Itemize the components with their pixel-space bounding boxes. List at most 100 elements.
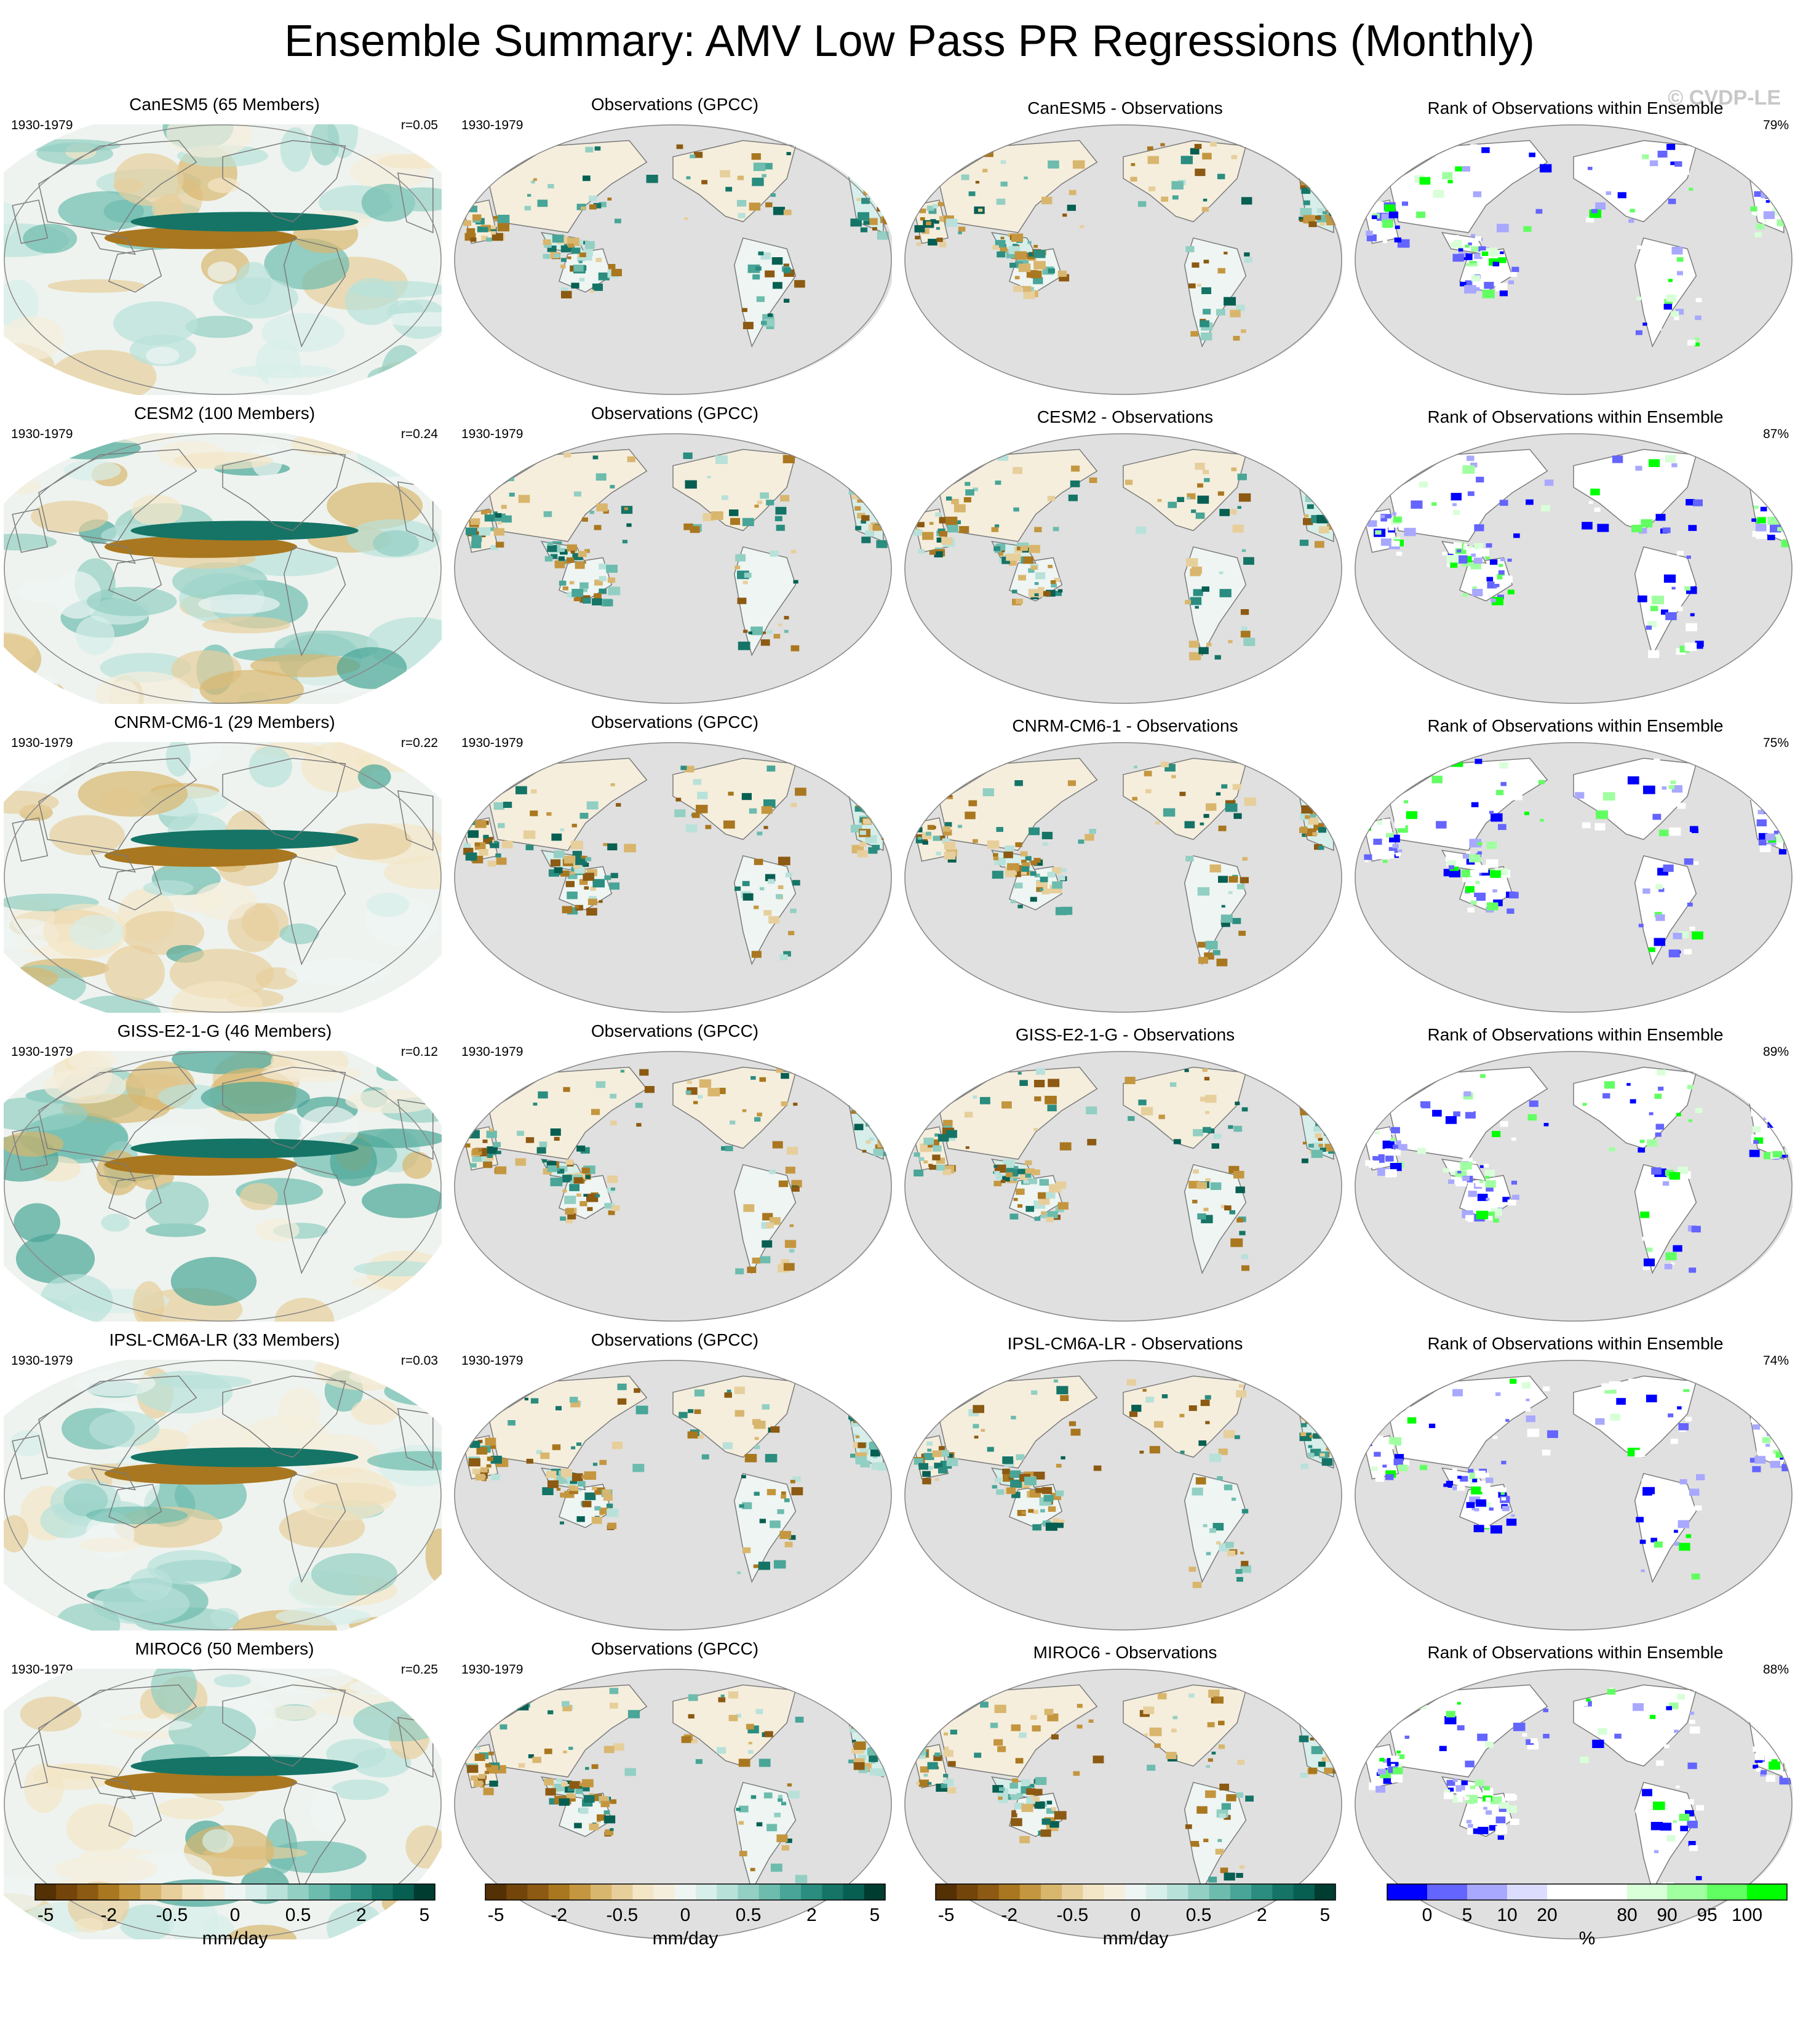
colorbar-swatch <box>1209 1884 1231 1900</box>
panel-title: Observations (GPCC) <box>591 1330 759 1349</box>
colorbar-swatch <box>98 1884 120 1900</box>
world-map <box>904 1051 1342 1322</box>
world-map <box>904 124 1342 395</box>
panel-title: Observations (GPCC) <box>591 713 759 732</box>
world-map <box>454 124 892 395</box>
colorbar-swatch <box>372 1884 394 1900</box>
colorbar-unit-label: % <box>1578 1928 1596 1949</box>
rank-percent: 75% <box>1762 736 1789 750</box>
world-map <box>454 742 892 1013</box>
map-panel-rank: Rank of Observations within Ensemble 87% <box>1351 401 1800 709</box>
colorbar-swatch <box>119 1884 141 1900</box>
world-map <box>1355 124 1793 395</box>
colorbar-swatch <box>351 1884 372 1900</box>
rank-percent: 79% <box>1762 118 1789 132</box>
colorbar-swatch <box>1230 1884 1252 1900</box>
colorbar-swatch <box>1188 1884 1210 1900</box>
colorbar-unit-label: mm/day <box>202 1928 268 1949</box>
colorbar-tick-label: 0 <box>1130 1905 1141 1925</box>
colorbar-tick-label: -2 <box>551 1905 568 1925</box>
pattern-correlation: r=0.03 <box>400 1354 438 1368</box>
colorbar-swatch <box>674 1884 696 1900</box>
colorbar-swatch <box>1387 1884 1428 1900</box>
colorbar-swatch <box>998 1884 1021 1900</box>
map-panel-rank: Rank of Observations within Ensemble 79% <box>1351 92 1800 400</box>
colorbar-swatch <box>35 1884 57 1900</box>
panel-title: MIROC6 - Observations <box>1033 1643 1217 1662</box>
colorbar-obs: -5 -2 -0.5 0 0.5 2 5 mm/day <box>482 1880 888 1954</box>
world-map <box>4 1360 442 1631</box>
colorbar-tick-label: 0 <box>1422 1905 1433 1925</box>
colorbar-swatch <box>56 1884 78 1900</box>
colorbar-swatch <box>1507 1884 1548 1900</box>
colorbar-swatch <box>392 1884 415 1900</box>
panel-title: IPSL-CM6A-LR - Observations <box>1007 1334 1243 1353</box>
colorbar-swatch <box>329 1884 351 1900</box>
colorbar-swatch <box>977 1884 1000 1900</box>
map-panel-model: GISS-E2-1-G (46 Members) 1930-1979 r=0.12 <box>0 1019 449 1327</box>
panel-title: Observations (GPCC) <box>591 1639 759 1658</box>
colorbar-model: -5 -2 -0.5 0 0.5 2 5 mm/day <box>32 1880 438 1954</box>
map-panel-obs: Observations (GPCC) 1930-1979 <box>450 92 899 400</box>
panel-title: CESM2 (100 Members) <box>133 404 316 423</box>
colorbar-swatch <box>758 1884 781 1900</box>
colorbar-swatch <box>182 1884 204 1900</box>
colorbar-tick-label: 80 <box>1617 1905 1638 1925</box>
figure-title: Ensemble Summary: AMV Low Pass PR Regres… <box>284 17 1535 66</box>
period-label: 1930-1979 <box>11 736 73 750</box>
map-panel-diff: CESM2 - Observations <box>901 401 1350 709</box>
colorbar-swatch <box>1747 1884 1788 1900</box>
colorbar-swatch <box>308 1884 330 1900</box>
colorbar-swatch <box>224 1884 246 1900</box>
colorbar-swatch <box>1146 1884 1168 1900</box>
colorbar-swatch <box>801 1884 822 1900</box>
colorbar-swatch <box>548 1884 570 1900</box>
colorbar-swatch <box>738 1884 760 1900</box>
colorbar-tick-label: 0 <box>680 1905 691 1925</box>
colorbar-swatch <box>1041 1884 1062 1900</box>
colorbar-tick-label: 10 <box>1497 1905 1518 1925</box>
period-label: 1930-1979 <box>461 1663 523 1677</box>
colorbar-swatch <box>632 1884 655 1900</box>
map-panel-rank: Rank of Observations within Ensemble 89% <box>1351 1019 1800 1327</box>
map-panel-diff: GISS-E2-1-G - Observations <box>901 1019 1350 1327</box>
colorbar-swatch <box>1062 1884 1083 1900</box>
colorbar-unit-label: mm/day <box>652 1928 718 1949</box>
colorbar-swatch <box>843 1884 865 1900</box>
panel-title: Observations (GPCC) <box>591 404 759 423</box>
pattern-correlation: r=0.12 <box>400 1045 438 1059</box>
colorbar-tick-label: 2 <box>356 1905 367 1925</box>
colorbar-swatch <box>527 1884 549 1900</box>
world-map <box>1355 433 1793 704</box>
colorbar-swatch <box>1104 1884 1126 1900</box>
colorbar-swatch <box>1293 1884 1315 1900</box>
colorbar-swatch <box>1083 1884 1105 1900</box>
colorbar-swatch <box>266 1884 289 1900</box>
rank-percent: 87% <box>1762 427 1789 441</box>
panel-title: CNRM-CM6-1 - Observations <box>1012 716 1238 735</box>
colorbar-tick-label: -5 <box>937 1905 955 1925</box>
world-map <box>454 433 892 704</box>
panel-title: Observations (GPCC) <box>591 95 759 114</box>
map-panel-model: IPSL-CM6A-LR (33 Members) 1930-1979 r=0.03 <box>0 1328 449 1635</box>
map-panel-rank: Rank of Observations within Ensemble 74% <box>1351 1328 1800 1635</box>
panel-title: Rank of Observations within Ensemble <box>1427 716 1724 735</box>
colorbar-swatch <box>653 1884 675 1900</box>
world-map <box>904 742 1342 1013</box>
colorbar-tick-label: -0.5 <box>1056 1905 1089 1925</box>
map-panel-diff: IPSL-CM6A-LR - Observations <box>901 1328 1350 1635</box>
colorbar-tick-label: 2 <box>806 1905 817 1925</box>
colorbar-tick-label: 5 <box>1319 1905 1331 1925</box>
map-panel-diff: CNRM-CM6-1 - Observations <box>901 710 1350 1018</box>
period-label: 1930-1979 <box>11 118 73 132</box>
colorbar-rank: 0 5 10 20 80 90 95 100% <box>1384 1880 1790 1954</box>
colorbar-tick-label: -2 <box>1001 1905 1018 1925</box>
world-map <box>1355 742 1793 1013</box>
colorbar-tick-label: 0.5 <box>735 1905 762 1925</box>
colorbar-tick-label: -5 <box>487 1905 504 1925</box>
colorbar-swatch <box>1124 1884 1147 1900</box>
map-panel-model: CESM2 (100 Members) 1930-1979 r=0.24 <box>0 401 449 709</box>
panel-title: CanESM5 (65 Members) <box>129 95 320 114</box>
period-label: 1930-1979 <box>11 1663 73 1677</box>
